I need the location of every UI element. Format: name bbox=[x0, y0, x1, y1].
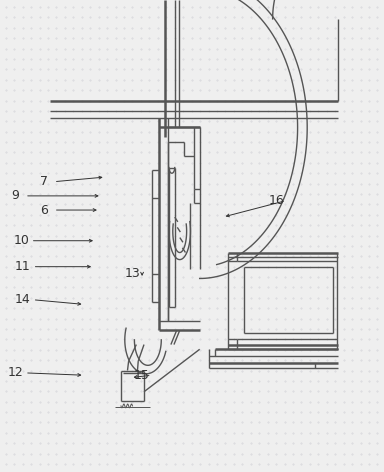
Text: 7: 7 bbox=[40, 175, 48, 188]
Text: 6: 6 bbox=[40, 203, 48, 217]
Text: 14: 14 bbox=[15, 293, 31, 306]
Text: 11: 11 bbox=[15, 260, 31, 273]
Text: 15: 15 bbox=[134, 369, 150, 382]
Text: 12: 12 bbox=[7, 366, 23, 379]
Text: 16: 16 bbox=[268, 194, 285, 207]
Text: 9: 9 bbox=[12, 189, 19, 202]
Text: 10: 10 bbox=[13, 234, 29, 247]
Text: 13: 13 bbox=[124, 267, 141, 280]
